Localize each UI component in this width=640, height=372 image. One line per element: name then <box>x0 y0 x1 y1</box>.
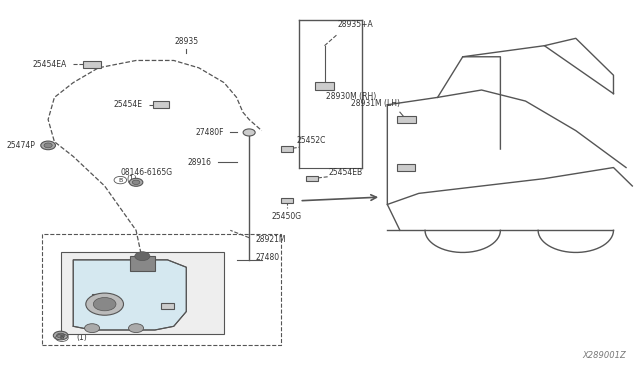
Circle shape <box>243 129 255 136</box>
Text: 28921M: 28921M <box>255 235 286 244</box>
Text: 28916: 28916 <box>188 157 211 167</box>
Text: 25452C: 25452C <box>296 137 326 145</box>
Circle shape <box>53 331 68 340</box>
Circle shape <box>56 333 65 338</box>
Bar <box>83 61 101 68</box>
Text: 27480: 27480 <box>255 253 280 263</box>
Circle shape <box>132 180 140 185</box>
Text: 27490: 27490 <box>189 318 214 327</box>
Text: B: B <box>118 177 122 183</box>
Text: 28931M (LH): 28931M (LH) <box>351 99 400 109</box>
Text: 25474P: 25474P <box>6 141 36 150</box>
Text: 28921MB: 28921MB <box>171 301 206 311</box>
Text: (1): (1) <box>76 333 87 342</box>
Text: 27480F: 27480F <box>195 128 224 137</box>
Circle shape <box>86 293 124 315</box>
Bar <box>280 147 293 152</box>
Bar <box>280 198 293 203</box>
Bar <box>153 102 170 108</box>
Text: 08146-6165G: 08146-6165G <box>120 168 173 177</box>
Bar <box>161 304 173 309</box>
Text: 28921MA: 28921MA <box>102 266 137 275</box>
Text: 28935: 28935 <box>174 37 198 46</box>
Bar <box>130 256 155 271</box>
Bar <box>306 176 318 181</box>
Text: 27485: 27485 <box>83 291 107 299</box>
Text: 25450G: 25450G <box>272 212 302 221</box>
Circle shape <box>129 324 143 333</box>
Bar <box>397 164 415 171</box>
Text: 08146-6165G: 08146-6165G <box>70 326 122 334</box>
Text: (1): (1) <box>127 175 138 184</box>
Text: B: B <box>60 335 64 340</box>
Text: 25454E: 25454E <box>113 100 142 109</box>
Circle shape <box>84 324 100 333</box>
Circle shape <box>44 143 52 148</box>
Bar <box>42 234 280 345</box>
Polygon shape <box>73 260 186 330</box>
Text: 25454EA: 25454EA <box>33 60 67 69</box>
Circle shape <box>135 252 150 260</box>
Bar <box>315 83 334 90</box>
Text: X289001Z: X289001Z <box>582 350 626 359</box>
Bar <box>397 116 415 124</box>
Circle shape <box>129 178 143 186</box>
Bar <box>92 294 105 299</box>
Text: 28935+A: 28935+A <box>338 20 374 29</box>
Circle shape <box>93 298 116 311</box>
Circle shape <box>41 141 56 150</box>
Text: 25454EB: 25454EB <box>329 168 363 177</box>
Text: 28930M (RH): 28930M (RH) <box>326 92 377 101</box>
Bar <box>61 253 224 334</box>
